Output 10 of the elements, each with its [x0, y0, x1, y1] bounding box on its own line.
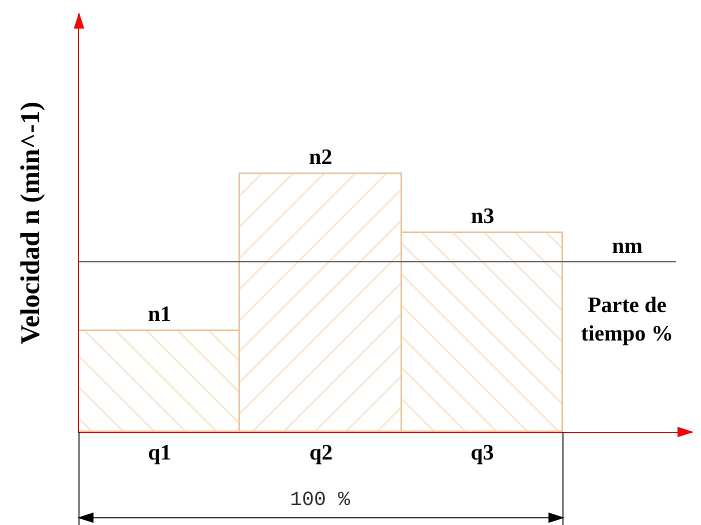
annotation: n1 [148, 301, 172, 326]
x-tick-label: q3 [470, 440, 494, 464]
text: 100 % [290, 489, 352, 512]
x-tick-label: q1 [148, 440, 172, 464]
y-axis-title: Velocidad n (min^-1) [14, 102, 45, 344]
x-axis-title: Parte de tiempo % [581, 292, 674, 346]
annotation: n2 [309, 144, 332, 169]
ref-line-label: nm [612, 233, 643, 258]
annotation: n3 [471, 203, 494, 228]
x-tick-label: q2 [309, 440, 333, 464]
